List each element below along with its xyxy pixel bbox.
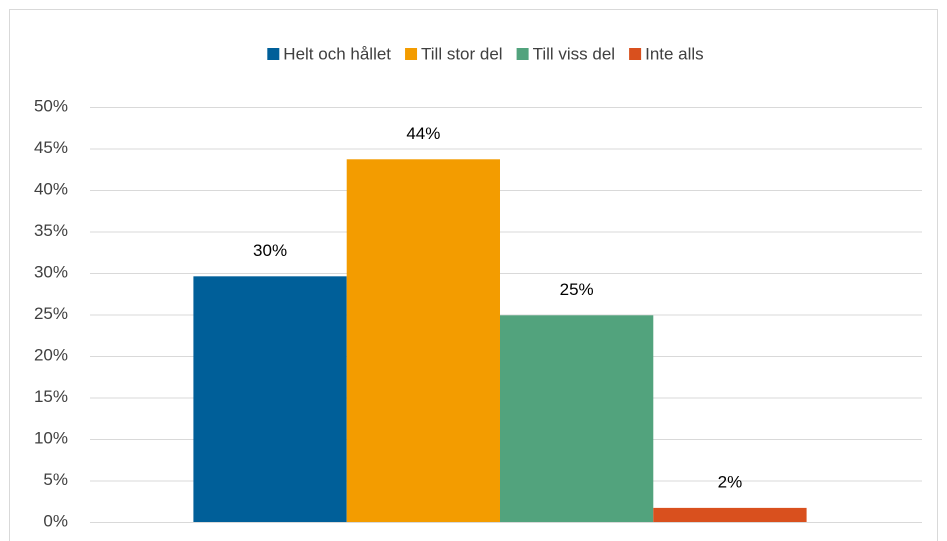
value-label: 44% [406,124,440,143]
y-tick-label: 40% [34,179,68,198]
y-tick-label: 35% [34,221,68,240]
y-tick-label: 5% [43,470,68,489]
y-tick-label: 45% [34,138,68,157]
legend-swatch [267,48,280,60]
bar [653,507,807,522]
legend-swatch [629,48,642,60]
value-label: 25% [560,280,594,299]
y-tick-label: 50% [34,96,68,115]
y-tick-label: 20% [34,345,68,364]
y-tick-label: 0% [43,511,68,530]
legend-label: Till viss del [533,44,616,63]
legend-label: Helt och hållet [283,44,391,63]
value-label: 30% [253,241,287,260]
legend-label: Till stor del [421,44,503,63]
y-tick-label: 30% [34,262,68,281]
y-tick-label: 15% [34,387,68,406]
bar [500,315,654,522]
y-tick-label: 25% [34,304,68,323]
y-tick-label: 10% [34,428,68,447]
value-label: 2% [718,472,743,491]
bar [346,159,500,523]
legend-swatch [405,48,418,60]
bar [193,276,347,522]
legend-label: Inte alls [645,44,704,63]
legend-swatch [516,48,529,60]
